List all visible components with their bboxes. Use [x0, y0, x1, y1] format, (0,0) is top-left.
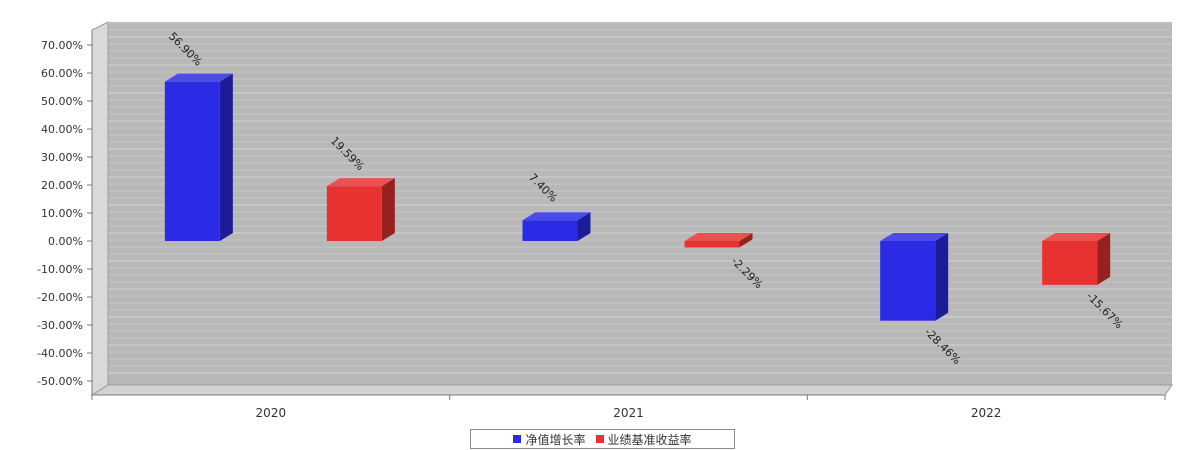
bar-side-face — [577, 212, 591, 241]
gridlines — [108, 22, 1172, 374]
bar-nav-growth-2021 — [522, 212, 591, 241]
bar-top-face — [522, 212, 591, 221]
bar-front-face — [164, 81, 220, 242]
x-axis-ticks: 2020 2021 2022 — [91, 395, 1166, 420]
bars — [164, 73, 1111, 321]
y-tick-label: 30.00% — [41, 151, 83, 164]
legend-item-series-0: 净值增长率 — [513, 431, 586, 448]
y-tick-label: -10.00% — [37, 263, 83, 276]
chart-walls — [90, 21, 1173, 396]
bar-top-face — [1042, 233, 1111, 241]
legend-label-series-0: 净值增长率 — [525, 432, 586, 447]
y-tick-label: 60.00% — [41, 67, 83, 80]
bar-side-face — [1097, 233, 1111, 285]
bar-side-face — [219, 73, 233, 242]
bar-top-face — [326, 178, 395, 187]
y-tick-label: 70.00% — [41, 39, 83, 52]
bar-front-face — [1042, 241, 1098, 285]
x-tick-label: 2022 — [971, 406, 1002, 420]
y-tick-label: -50.00% — [37, 375, 83, 388]
y-axis-ticks: 70.00% 60.00% 50.00% 40.00% 30.00% 20.00% 10.0… — [37, 39, 92, 388]
y-tick-label: 50.00% — [41, 95, 83, 108]
y-tick-label: 10.00% — [41, 207, 83, 220]
bar-front-face — [880, 241, 936, 321]
bar-benchmark-2022 — [1042, 233, 1111, 285]
x-tick-label: 2020 — [256, 406, 287, 420]
y-tick-label: -30.00% — [37, 319, 83, 332]
legend-swatch-blue — [513, 435, 522, 443]
bar-front-face — [326, 186, 382, 241]
floor — [90, 384, 1173, 396]
bar-front-face — [684, 241, 740, 248]
left-wall — [91, 21, 109, 396]
x-tick-label: 2021 — [613, 406, 644, 420]
legend: 净值增长率 业绩基准收益率 — [470, 429, 735, 449]
y-tick-label: 0.00% — [48, 235, 83, 248]
bar-front-face — [522, 220, 578, 241]
bar-top-face — [880, 233, 949, 241]
bar-top-face — [684, 233, 753, 241]
y-tick-label: 40.00% — [41, 123, 83, 136]
bar-nav-growth-2022 — [880, 233, 949, 321]
bar-side-face — [739, 233, 753, 248]
bar-benchmark-2020 — [326, 178, 395, 241]
bar-top-face — [164, 73, 233, 82]
y-tick-label: -20.00% — [37, 291, 83, 304]
bar-nav-growth-2020 — [164, 73, 233, 242]
y-tick-label: 20.00% — [41, 179, 83, 192]
legend-label-series-1: 业绩基准收益率 — [607, 432, 692, 447]
legend-swatch-red — [595, 435, 604, 443]
bar-side-face — [381, 178, 395, 241]
bar-side-face — [935, 233, 949, 321]
y-tick-label: -40.00% — [37, 347, 83, 360]
bar-benchmark-2021 — [684, 233, 753, 248]
legend-item-series-1: 业绩基准收益率 — [595, 431, 692, 448]
